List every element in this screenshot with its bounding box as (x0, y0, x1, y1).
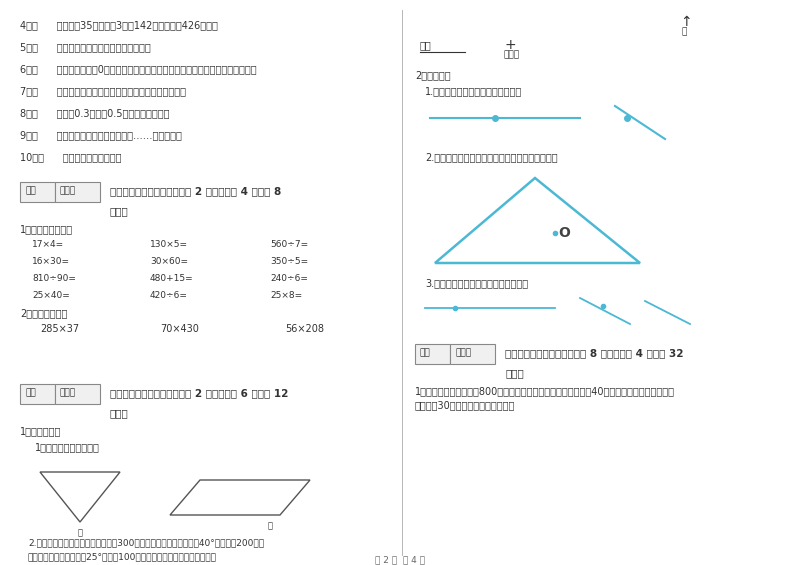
Text: 480+15=: 480+15= (150, 274, 194, 283)
Text: 新华书店，最后往东偏北25°方向走100米到公司上班，画出路线示意图。: 新华书店，最后往东偏北25°方向走100米到公司上班，画出路线示意图。 (28, 552, 217, 561)
Text: 1.过直线上一点画已知直线的垂线。: 1.过直线上一点画已知直线的垂线。 (425, 86, 522, 96)
Text: 8．（      ）大于0.3而小于0.5的小数只有一个。: 8．（ ）大于0.3而小于0.5的小数只有一个。 (20, 108, 170, 118)
Text: 6．（      ）两个数相乘（0除外），一个因数不变，另一个因数扩大若干倍，积不变。: 6．（ ）两个数相乘（0除外），一个因数不变，另一个因数扩大若干倍，积不变。 (20, 64, 257, 74)
Text: 2、画一画。: 2、画一画。 (415, 70, 450, 80)
Text: 分）。: 分）。 (505, 368, 524, 378)
Text: 56×208: 56×208 (285, 324, 324, 334)
Text: 得分: 得分 (420, 348, 430, 357)
Text: 北: 北 (682, 27, 687, 36)
Text: ↑: ↑ (680, 15, 692, 29)
Text: 评卷人: 评卷人 (455, 348, 471, 357)
Text: 16×30=: 16×30= (32, 257, 70, 266)
Text: 2.小明的爸爸从家里出发往正西方走300米，走到广场，再向北偏西40°方向走了200米到: 2.小明的爸爸从家里出发往正西方走300米，走到广场，再向北偏西40°方向走了2… (28, 538, 264, 547)
Text: 3.过直线外一点画已知直线的平行线。: 3.过直线外一点画已知直线的平行线。 (425, 278, 528, 288)
Text: O: O (558, 226, 570, 240)
Text: 得分: 得分 (25, 388, 36, 397)
Text: 底: 底 (267, 521, 273, 530)
Text: 六、应用知识，解决问题（共 8 小题，每题 4 分，共 32: 六、应用知识，解决问题（共 8 小题，每题 4 分，共 32 (505, 348, 683, 358)
Text: 底: 底 (78, 528, 82, 537)
Text: 第 2 页  共 4 页: 第 2 页 共 4 页 (375, 555, 425, 564)
Text: 5．（      ）计量较少的液体，常用升作单位。: 5．（ ）计量较少的液体，常用升作单位。 (20, 42, 150, 52)
Text: 得分: 得分 (25, 186, 36, 195)
Bar (20, 384, 55, 404)
Text: 810÷90=: 810÷90= (32, 274, 76, 283)
Text: 距离: 距离 (420, 40, 432, 50)
Text: 评卷人: 评卷人 (60, 388, 76, 397)
Text: 评卷人: 评卷人 (60, 186, 76, 195)
Text: 2.过三角形内的一点分别向它的三条边画垂线段。: 2.过三角形内的一点分别向它的三条边画垂线段。 (425, 152, 558, 162)
Text: 25×8=: 25×8= (270, 291, 302, 300)
Text: 1、直接写出得数。: 1、直接写出得数。 (20, 224, 73, 234)
Text: 350÷5=: 350÷5= (270, 257, 308, 266)
Text: 分）。: 分）。 (110, 206, 129, 216)
Text: 2、用竖式计算。: 2、用竖式计算。 (20, 308, 67, 318)
Text: 五、认真思考，综合能力（共 2 小题，每题 6 分，共 12: 五、认真思考，综合能力（共 2 小题，每题 6 分，共 12 (110, 388, 288, 398)
Text: 30×60=: 30×60= (150, 257, 188, 266)
Bar (415, 344, 450, 364)
Text: 240÷6=: 240÷6= (270, 274, 308, 283)
Text: 每小时行30千米，两车几小时相遇？: 每小时行30千米，两车几小时相遇？ (415, 400, 515, 410)
Bar (450, 344, 495, 364)
Text: 130×5=: 130×5= (150, 240, 188, 249)
Text: 四、看清题目，细心计算（共 2 小题，每题 4 分，共 8: 四、看清题目，细心计算（共 2 小题，每题 4 分，共 8 (110, 186, 282, 196)
Text: 1、画画量量。: 1、画画量量。 (20, 426, 62, 436)
Text: 1、画出下面图形的高。: 1、画出下面图形的高。 (35, 442, 100, 452)
Bar (20, 182, 55, 202)
Text: 10．（      ）三角形具有稳定性。: 10．（ ）三角形具有稳定性。 (20, 152, 122, 162)
Bar (55, 384, 100, 404)
Text: 小明家: 小明家 (503, 50, 519, 59)
Text: 420÷6=: 420÷6= (150, 291, 188, 300)
Text: 285×37: 285×37 (40, 324, 79, 334)
Text: 1、小汽车和卡车从相距800千米的两地同时相向行驶，在离中点40千米的地方相遇，已知卡车: 1、小汽车和卡车从相距800千米的两地同时相向行驶，在离中点40千米的地方相遇，… (415, 386, 675, 396)
Text: 17×4=: 17×4= (32, 240, 64, 249)
Text: 25×40=: 25×40= (32, 291, 70, 300)
Text: 7．（      ）万级包括的计数单位有万、十万、百万和千万。: 7．（ ）万级包括的计数单位有万、十万、百万和千万。 (20, 86, 186, 96)
Text: 9．（      ）个位、十位、百位、千位、……都是数位。: 9．（ ）个位、十位、百位、千位、……都是数位。 (20, 130, 182, 140)
Text: 560÷7=: 560÷7= (270, 240, 308, 249)
Text: +: + (505, 38, 517, 52)
Bar (55, 182, 100, 202)
Text: 70×430: 70×430 (160, 324, 199, 334)
Text: 4．（      ）用因数35十位上的3去乘142，得到的是426个十。: 4．（ ）用因数35十位上的3去乘142，得到的是426个十。 (20, 20, 218, 30)
Text: 分）。: 分）。 (110, 408, 129, 418)
